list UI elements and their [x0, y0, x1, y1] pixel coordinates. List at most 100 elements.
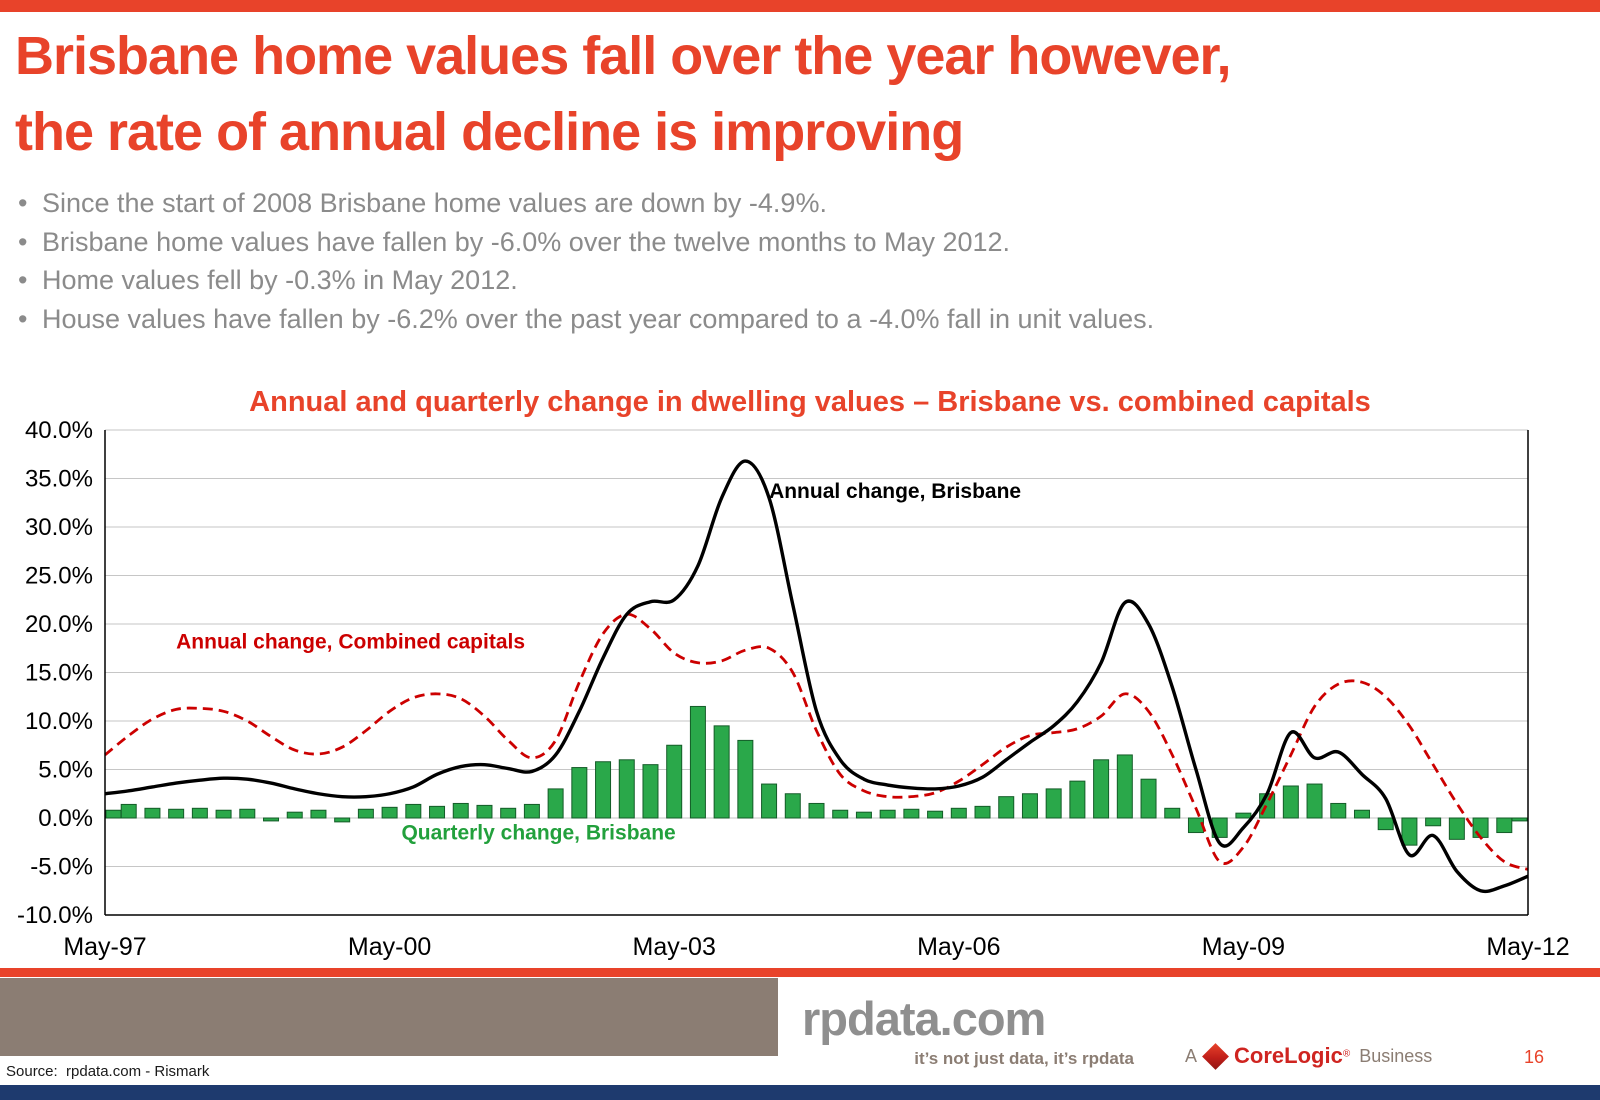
corelogic-prefix: A — [1185, 1045, 1198, 1066]
bullet-item: House values have fallen by -6.2% over t… — [14, 300, 1554, 339]
quarterly-bar — [1377, 817, 1394, 831]
y-axis-label: 25.0% — [25, 563, 93, 590]
corelogic-wordmark: CoreLogic® — [1234, 1043, 1350, 1069]
x-axis-label: May-00 — [348, 933, 431, 961]
quarterly-bar — [1164, 807, 1181, 819]
rpdata-logo: rpdata.com — [802, 992, 1046, 1045]
footer-accent-bar — [0, 968, 1600, 977]
quarterly-bar — [452, 802, 469, 819]
quarterly-bar — [120, 803, 137, 819]
quarterly-bar — [1093, 759, 1110, 819]
corelogic-suffix: Business — [1359, 1045, 1433, 1066]
quarterly-bar — [1235, 812, 1252, 819]
quarterly-bar — [1425, 817, 1442, 827]
quarterly-bar — [832, 809, 849, 819]
x-axis-label: May-03 — [633, 933, 716, 961]
y-axis-label: 30.0% — [25, 514, 93, 541]
quarterly-bar — [500, 807, 517, 819]
page-title-line2: the rate of annual decline is improving — [15, 102, 964, 162]
y-axis-label: 40.0% — [25, 418, 93, 444]
quarterly-bar — [263, 817, 280, 822]
annotation-annual-brisbane: Annual change, Brisbane — [769, 480, 1021, 503]
quarterly-bar — [666, 744, 683, 819]
quarterly-bar — [1353, 809, 1370, 819]
footer-left-block — [0, 978, 778, 1056]
x-axis-label: May-06 — [917, 933, 1000, 961]
quarterly-bar — [1116, 754, 1133, 819]
quarterly-bar — [310, 809, 327, 819]
quarterly-bar — [381, 806, 398, 819]
quarterly-bar — [1472, 817, 1489, 838]
quarterly-bar — [1448, 817, 1465, 840]
footer-body: Source: rpdata.com - Rismark rpdata.com … — [0, 977, 1600, 1085]
quarterly-bar — [737, 739, 754, 819]
quarterly-bar — [927, 810, 944, 819]
chart-title: Annual and quarterly change in dwelling … — [249, 386, 1371, 418]
quarterly-bar — [547, 788, 564, 819]
y-axis-label: 0.0% — [38, 805, 93, 832]
quarterly-bar — [1069, 780, 1086, 819]
quarterly-bar — [286, 811, 303, 819]
footer: Source: rpdata.com - Rismark rpdata.com … — [0, 968, 1600, 1100]
quarterly-bar — [618, 759, 635, 819]
bullet-item: Since the start of 2008 Brisbane home va… — [14, 184, 1554, 223]
quarterly-bar — [476, 804, 493, 819]
quarterly-bar — [523, 803, 540, 819]
quarterly-bar — [1282, 785, 1299, 819]
quarterly-bar — [595, 761, 612, 819]
y-axis-label: 35.0% — [25, 466, 93, 493]
bullet-list: Since the start of 2008 Brisbane home va… — [14, 184, 1554, 338]
chart-svg: 40.0% 35.0% 30.0% 25.0% 20.0% 15.0% 10.0% 5.0% 0… — [17, 417, 1570, 961]
corelogic-logo: A CoreLogic® Business — [1185, 1042, 1433, 1070]
registered-mark: ® — [1342, 1048, 1351, 1060]
quarterly-bar — [642, 764, 659, 819]
quarterly-bar — [761, 783, 778, 819]
quarterly-bar — [429, 805, 446, 819]
combined-capitals-line — [104, 612, 1529, 871]
quarterly-bar — [713, 725, 730, 819]
corelogic-name: CoreLogic — [1234, 1043, 1343, 1068]
x-axis-label: May-97 — [63, 933, 146, 961]
x-axis-label: May-12 — [1486, 933, 1569, 961]
quarterly-bar — [950, 807, 967, 819]
quarterly-bar — [855, 811, 872, 819]
quarterly-bar — [1511, 817, 1528, 822]
quarterly-bar — [1401, 817, 1418, 846]
quarterly-bar — [689, 705, 706, 819]
quarterly-bar — [144, 807, 161, 819]
rpdata-tagline: it’s not just data, it’s rpdata — [914, 1049, 1134, 1068]
quarterly-bar — [1045, 788, 1062, 819]
quarterly-bar — [998, 796, 1015, 819]
quarterly-bar — [215, 809, 232, 819]
quarterly-bar — [168, 808, 185, 819]
quarterly-bar — [1330, 802, 1347, 819]
quarterly-bar — [1021, 793, 1038, 819]
quarterly-bar — [808, 802, 825, 819]
page-title: Brisbane home values fall over the year … — [15, 18, 1232, 170]
quarterly-bar — [1496, 817, 1513, 834]
y-axis-label: -10.0% — [17, 902, 93, 929]
quarterly-bar — [105, 809, 122, 819]
quarterly-bar — [784, 793, 801, 819]
bullet-item: Brisbane home values have fallen by -6.0… — [14, 223, 1554, 262]
quarterly-bar — [239, 808, 256, 819]
y-axis-label: 15.0% — [25, 660, 93, 687]
y-axis-label: 5.0% — [38, 757, 93, 784]
top-accent-bar — [0, 0, 1600, 12]
quarterly-bar — [191, 807, 208, 819]
quarterly-bar — [1306, 783, 1323, 819]
y-axis-label: 10.0% — [25, 708, 93, 735]
quarterly-bar — [1140, 778, 1157, 819]
quarterly-bar — [879, 809, 896, 819]
quarterly-bar — [357, 808, 374, 819]
y-axis-label: 20.0% — [25, 611, 93, 638]
bottom-navy-bar — [0, 1085, 1600, 1100]
brisbane-annual-line — [104, 459, 1529, 894]
quarterly-bar — [974, 805, 991, 819]
quarterly-bar — [334, 817, 351, 823]
source-text: Source: rpdata.com - Rismark — [6, 1063, 210, 1080]
quarterly-bar — [903, 808, 920, 819]
quarterly-bar — [571, 767, 588, 819]
bullet-item: Home values fell by -0.3% in May 2012. — [14, 261, 1554, 300]
